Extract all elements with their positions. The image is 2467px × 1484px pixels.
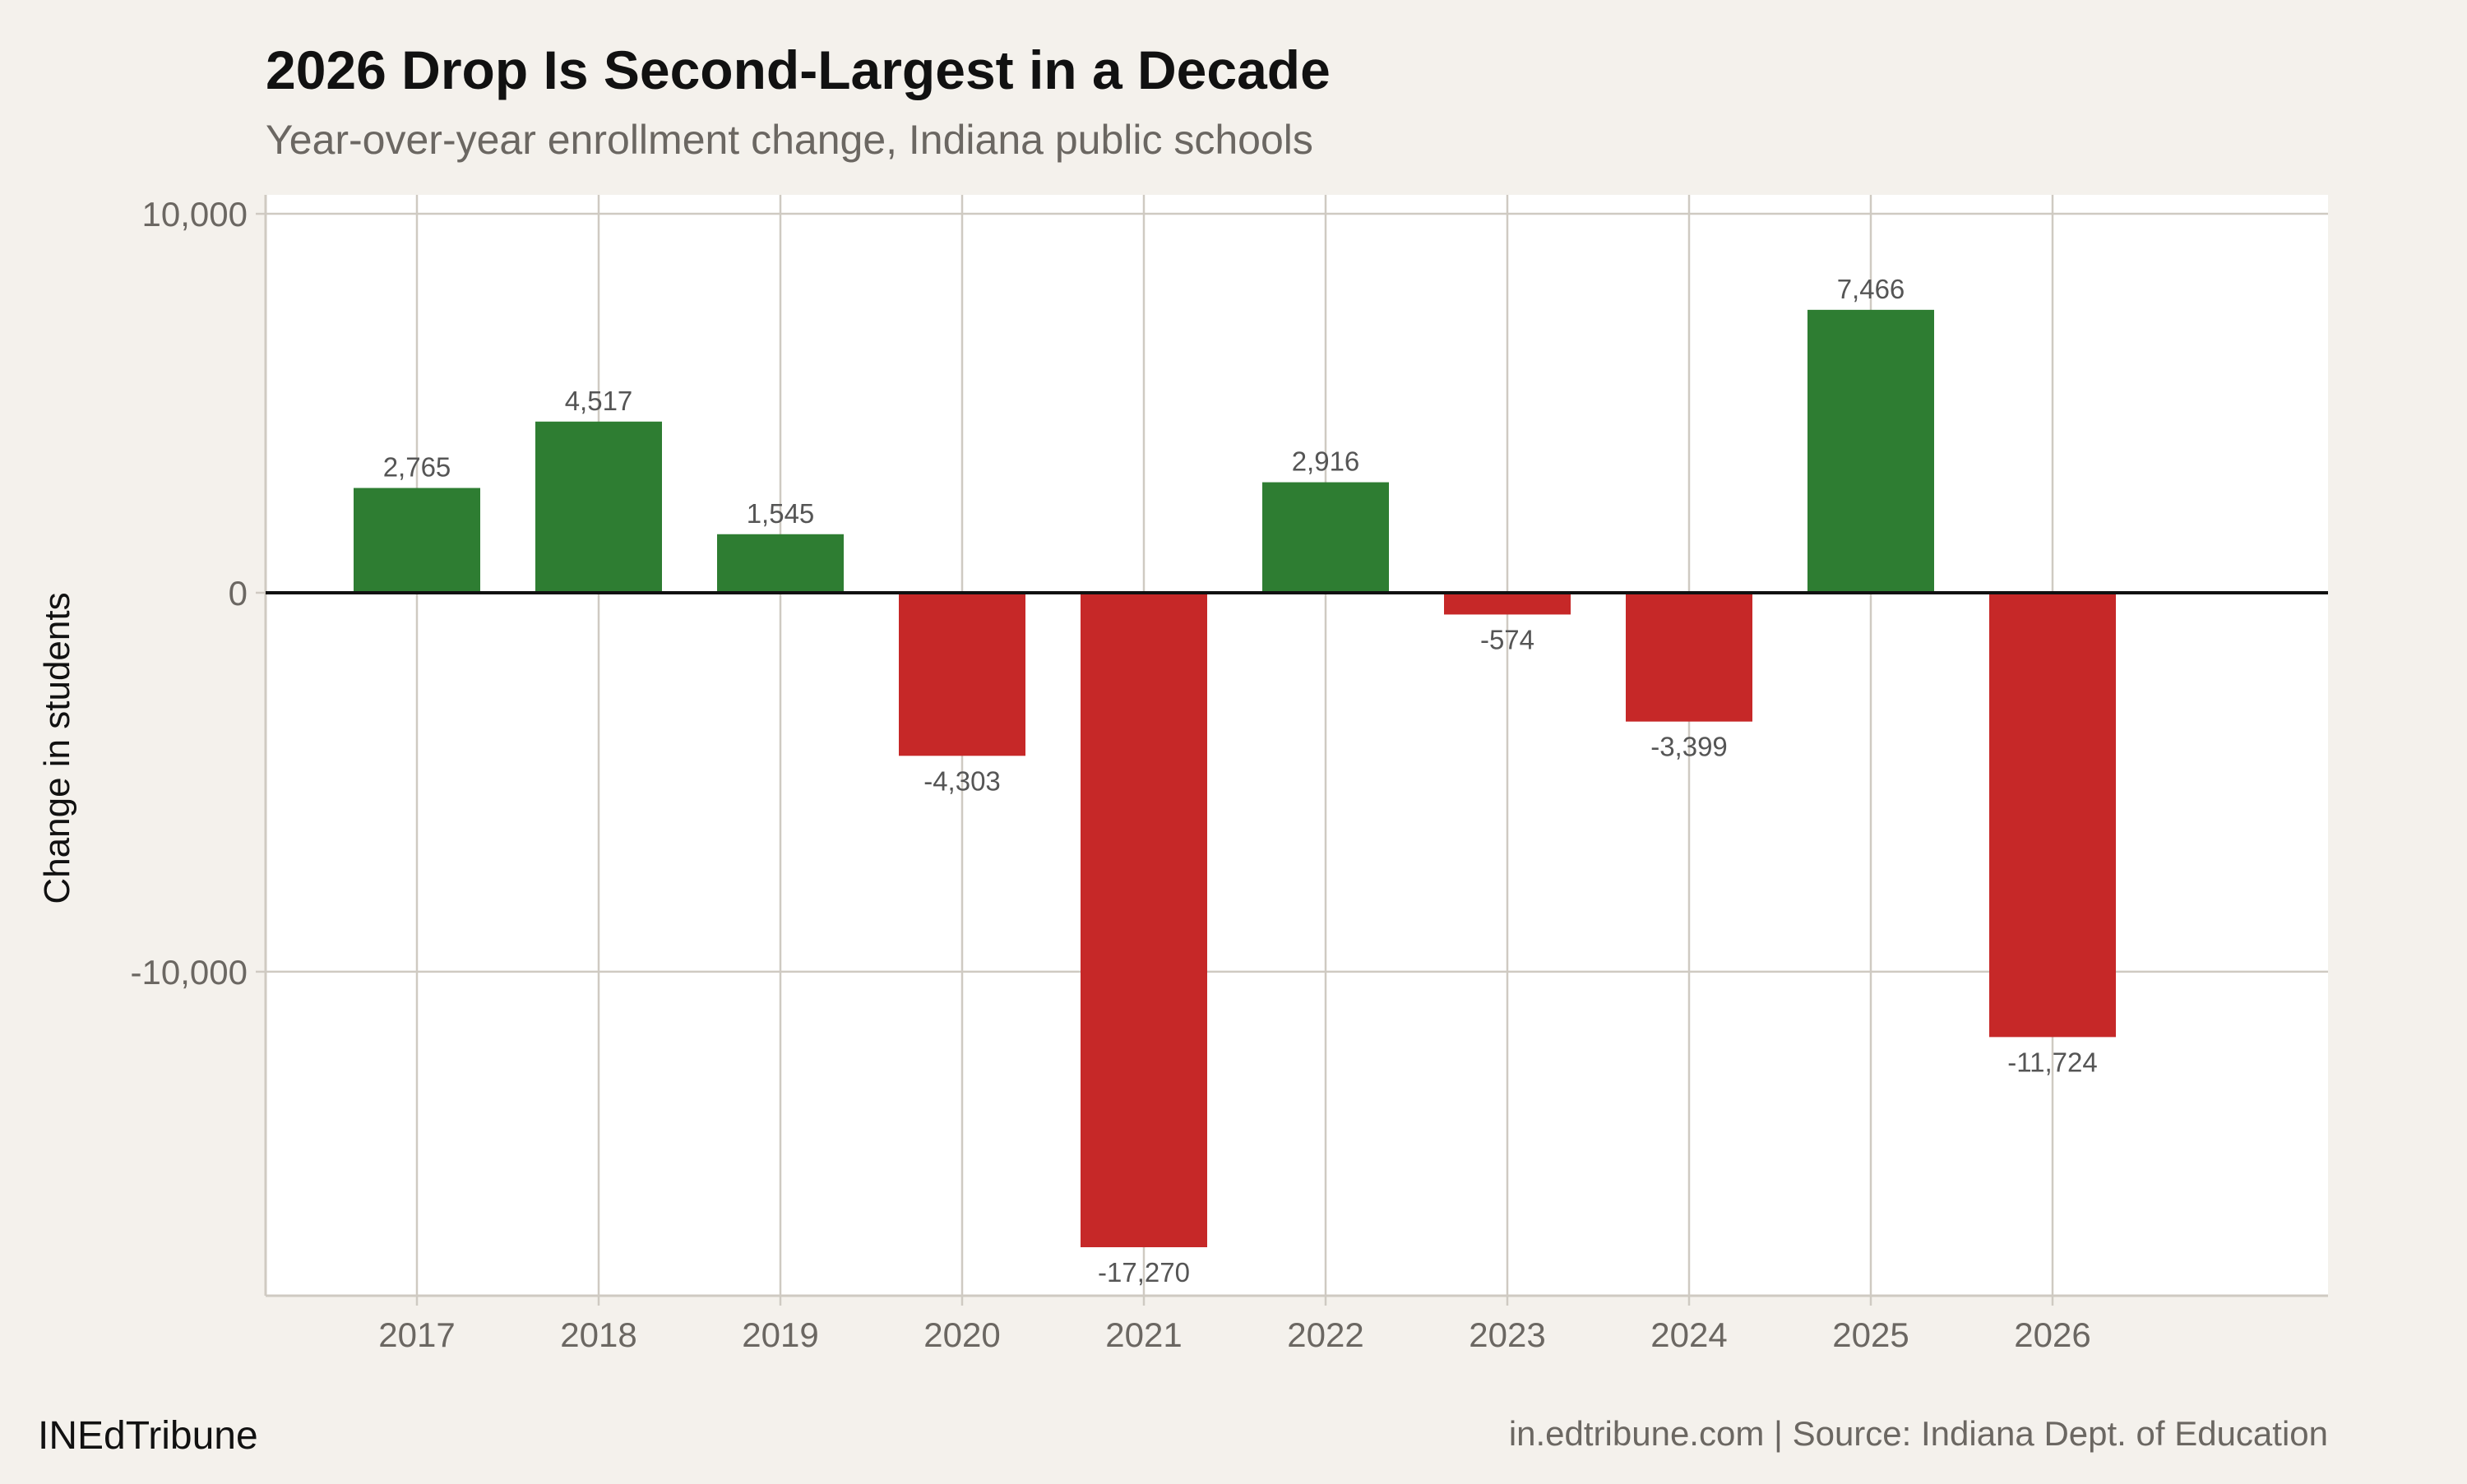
data-label: -11,724	[2007, 1047, 2097, 1077]
bar-2019	[717, 534, 844, 593]
x-tick-label: 2020	[923, 1315, 1000, 1354]
x-tick-label: 2025	[1832, 1315, 1909, 1354]
bar-2020	[899, 592, 1025, 756]
bar-2025	[1807, 309, 1934, 593]
x-tick-label: 2017	[378, 1315, 455, 1354]
data-label: 2,916	[1292, 446, 1360, 477]
y-tick-label: 0	[229, 574, 248, 613]
bar-2023	[1444, 592, 1571, 615]
data-label: 1,545	[747, 498, 815, 529]
data-label: 4,517	[565, 386, 633, 416]
x-tick-label: 2023	[1469, 1315, 1545, 1354]
bar-2018	[535, 421, 662, 593]
chart-subtitle: Year-over-year enrollment change, Indian…	[266, 117, 1313, 163]
bar-2022	[1262, 482, 1389, 593]
bar-2026	[1989, 592, 2116, 1038]
bar-2017	[354, 488, 480, 593]
x-tick-label: 2019	[742, 1315, 818, 1354]
plot-panel	[266, 195, 2328, 1296]
chart-title: 2026 Drop Is Second-Largest in a Decade	[266, 39, 1331, 100]
data-label: -17,270	[1098, 1257, 1190, 1288]
x-tick-label: 2022	[1287, 1315, 1363, 1354]
data-label: 7,466	[1837, 274, 1905, 304]
y-tick-label: 10,000	[142, 195, 248, 233]
data-label: 2,765	[383, 452, 451, 483]
data-label: -574	[1480, 624, 1534, 654]
x-tick-label: 2021	[1105, 1315, 1182, 1354]
brand-footer: INEdTribune	[38, 1414, 258, 1458]
bar-2024	[1626, 592, 1752, 722]
bar-2021	[1081, 592, 1207, 1248]
source-footer: in.edtribune.com | Source: Indiana Dept.…	[1509, 1414, 2328, 1453]
y-tick-label: -10,000	[131, 953, 248, 992]
x-tick-label: 2026	[2014, 1315, 2090, 1354]
x-tick-label: 2018	[560, 1315, 636, 1354]
y-axis-label: Change in students	[37, 592, 77, 904]
data-label: -4,303	[923, 765, 1001, 796]
data-label: -3,399	[1650, 732, 1728, 762]
x-tick-label: 2024	[1650, 1315, 1727, 1354]
